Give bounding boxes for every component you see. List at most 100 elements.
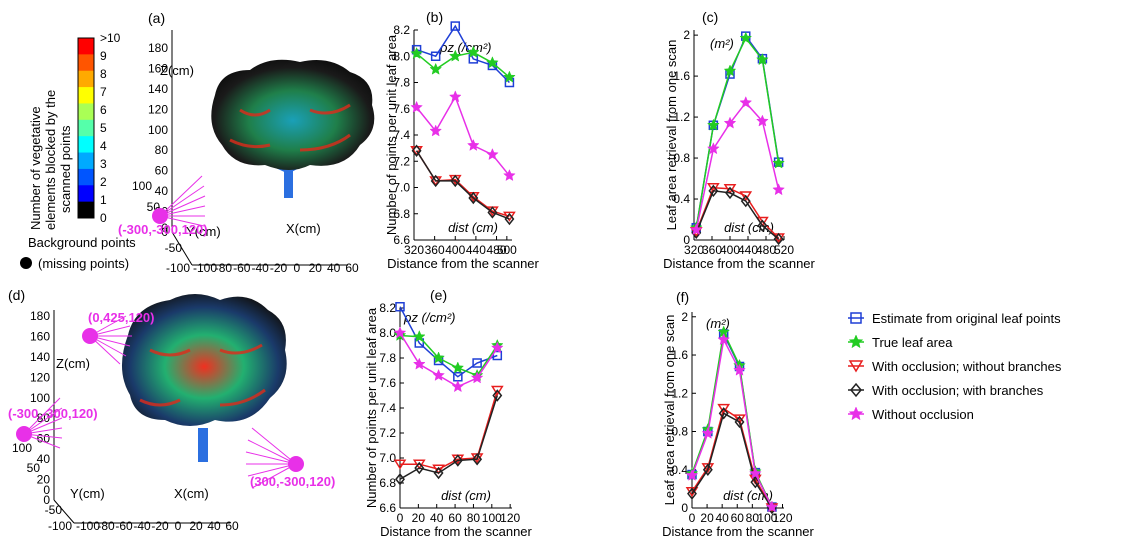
dist-label: dist (cm)	[441, 488, 491, 503]
x-axis-label: X(cm)	[174, 486, 209, 501]
y-tick-label: 100	[132, 179, 152, 193]
z-tick-label: 120	[30, 370, 50, 384]
x-tick-label: 480	[487, 243, 507, 257]
x-tick-label: 360	[702, 243, 722, 257]
data-point	[717, 403, 731, 414]
colorbar-tick: 6	[100, 103, 107, 117]
x-tick-label: 320	[684, 243, 704, 257]
x-tick-label: 400	[445, 243, 465, 257]
x-tick-label: 500	[497, 243, 517, 257]
scanner-a-label: (-300,-300,120)	[118, 222, 208, 237]
colorbar-band	[78, 119, 94, 137]
y-tick-label: 6.8	[379, 476, 396, 490]
x-axis-ticks: -100-80 -60 -40 -20 0 20 40 60	[193, 261, 359, 275]
y-tick-label: 2	[681, 310, 688, 324]
x-tick-label: 400	[720, 243, 740, 257]
colorbar-tick: 9	[100, 49, 107, 63]
y-tick-label: 0.4	[673, 192, 690, 206]
x-tick-label: -60	[233, 261, 251, 275]
x-tick-label: 0	[175, 519, 182, 533]
x-tick-label: 120	[772, 511, 792, 525]
colorbar-tick: 1	[100, 193, 107, 207]
data-point	[450, 21, 461, 31]
chart-c: (c) 0 0.4 0.8 1.2 1.6 2 320360400440480520Dist…	[663, 9, 815, 271]
data-point	[433, 466, 444, 480]
x-tick-label: 480	[756, 243, 776, 257]
x-tick-label: -40	[251, 261, 269, 275]
series-line	[416, 24, 510, 84]
data-point	[410, 100, 423, 113]
data-point	[466, 138, 480, 151]
data-point	[848, 406, 864, 421]
panel-label-e: (e)	[430, 287, 447, 303]
colorbar-title-line: Number of vegetative	[28, 106, 43, 230]
x-tick-label: 20	[309, 261, 323, 275]
data-point	[414, 461, 425, 475]
colorbar-band	[78, 152, 94, 170]
data-point	[432, 464, 445, 475]
y-tick-label: 8.0	[379, 326, 396, 340]
x-tick-label: 100	[757, 511, 777, 525]
z-tick-label: 60	[37, 432, 51, 446]
x-tick-label: 60	[731, 511, 745, 525]
data-point	[850, 312, 862, 324]
data-point	[706, 118, 720, 131]
y-tick-label: 2	[683, 28, 690, 42]
dist-label: dist (cm)	[448, 220, 498, 235]
tree-trunk	[198, 428, 208, 462]
scanner-d-left: (-300,-300,120)	[8, 397, 98, 449]
y-axis-label: Number of points per unit leaf area	[364, 307, 379, 508]
data-point	[410, 46, 423, 60]
data-point	[718, 407, 729, 420]
z-tick-label: 120	[148, 102, 168, 116]
data-point	[772, 183, 785, 196]
data-point	[429, 124, 443, 137]
x-axis-label: Distance from the scanner	[387, 256, 539, 271]
y-tick-label: 7.6	[379, 376, 396, 390]
z-axis-label: Z(cm)	[56, 356, 90, 371]
z-tick-label: 20	[37, 473, 51, 487]
colorbar-frame	[77, 37, 95, 219]
x-tick-label: 120	[500, 511, 520, 525]
data-point	[689, 223, 703, 236]
background-legend: Background points (missing points)	[20, 235, 136, 271]
y-tick-label: 6.6	[393, 233, 410, 247]
z-tick-label: 100	[148, 123, 168, 137]
y-tick-label: 7.8	[379, 351, 396, 365]
x-tick-label: -20	[270, 261, 288, 275]
x-tick-label: -100	[76, 519, 100, 533]
colorbar-tick: 4	[100, 139, 107, 153]
legend-entry-label: True leaf area	[872, 335, 953, 350]
data-point	[432, 351, 445, 364]
series-line	[416, 95, 510, 177]
x-tick-label: -80	[97, 519, 115, 533]
data-point	[490, 341, 504, 354]
series-line	[399, 332, 498, 388]
data-point	[412, 459, 426, 470]
legend-entry-label: With occlusion; without branches	[872, 359, 1062, 374]
tree-crown-highlights	[229, 103, 351, 152]
data-point	[756, 53, 769, 66]
data-point	[748, 466, 762, 479]
data-point	[685, 468, 699, 481]
colorbar-band	[78, 54, 94, 72]
y-tick-label: 6.8	[393, 207, 410, 221]
y-tick-label: 0	[161, 221, 168, 235]
data-point	[393, 326, 407, 339]
colorbar-ticks: >10 9 8 7 6 5 4 3 2 1 0	[100, 31, 121, 225]
data-point	[451, 380, 465, 393]
x-tick-label: 60	[345, 261, 359, 275]
background-point-marker	[20, 257, 32, 269]
y-tick-label: 100	[12, 441, 32, 455]
legend-entry-label: With occlusion; with branches	[872, 383, 1044, 398]
colorbar-band	[78, 70, 94, 88]
data-point	[395, 302, 405, 312]
data-point	[432, 368, 445, 381]
panel-label-c: (c)	[702, 9, 718, 25]
panel-label-a: (a)	[148, 10, 165, 26]
colorbar-tick: 3	[100, 157, 107, 171]
y-tick-label: 7.4	[379, 401, 396, 415]
scanner-d-right-label: (300,-300,120)	[250, 474, 335, 489]
data-point	[702, 463, 713, 476]
